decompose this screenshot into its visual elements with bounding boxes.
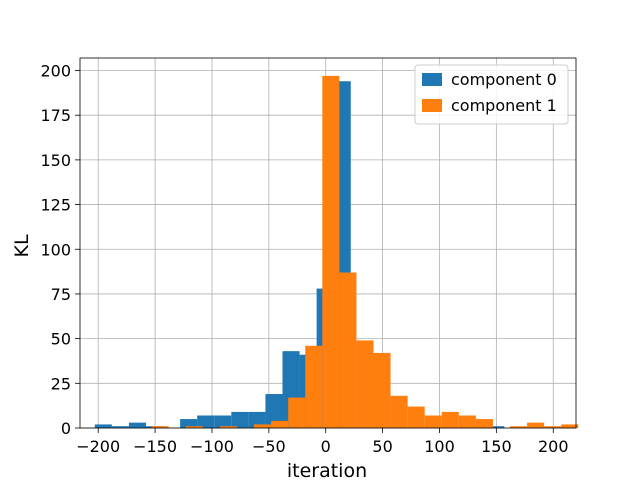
y-tick-label: 150 [40,151,71,170]
y-tick-label: 50 [51,330,71,349]
legend-swatch [422,73,442,86]
bar-series-0 [265,394,283,428]
bars [94,75,579,429]
bar-series-0 [248,411,266,428]
bar-series-1 [407,406,425,428]
bar-series-0 [197,415,215,428]
x-tick-label: 150 [481,437,512,456]
x-tick-label: −200 [76,437,120,456]
bar-series-1 [390,395,408,428]
y-tick-label: 100 [40,240,71,259]
bar-series-1 [254,424,272,428]
bar-series-1 [151,426,169,428]
bar-series-1 [288,397,306,428]
bar-series-0 [180,419,198,428]
bar-series-1 [339,272,357,428]
bar-series-0 [214,415,232,428]
bar-series-1 [458,415,476,428]
bar-series-1 [424,415,442,428]
bar-series-1 [185,426,203,428]
bar-series-0 [231,411,249,428]
bar-series-1 [219,426,237,428]
legend-label: component 0 [451,70,557,89]
bar-series-1 [561,424,579,428]
y-tick-label: 25 [51,374,71,393]
bar-series-1 [356,340,374,428]
y-tick-label: 0 [61,419,71,438]
x-tick-label: 50 [372,437,392,456]
x-tick-label: −150 [133,437,177,456]
x-tick-label: 200 [538,437,569,456]
x-tick-label: 100 [424,437,455,456]
bar-series-0 [128,422,146,428]
y-tick-label: 175 [40,106,71,125]
bar-series-1 [373,352,391,428]
x-axis: −200 −150 −100 −50 0 50 100 150 200 [76,428,569,456]
y-axis: 0 25 50 75 100 125 150 175 200 [40,62,80,438]
bar-series-1 [475,419,493,428]
legend: component 0 component 1 [414,64,569,125]
bar-series-1 [441,411,459,428]
legend-box [414,64,569,125]
bar-series-1 [305,345,323,428]
bar-series-1 [527,422,545,428]
plot-frame [79,57,577,429]
legend-label: component 1 [451,96,557,115]
bar-series-1 [544,426,562,428]
x-tick-label: 0 [321,437,331,456]
y-axis-label: KL [11,234,33,257]
x-axis-label: iteration [287,460,367,480]
bar-series-1 [510,426,528,428]
y-tick-label: 200 [40,62,71,81]
bar-series-1 [322,75,340,429]
y-tick-label: 75 [51,285,71,304]
bar-series-1 [271,420,289,428]
bar-series-0 [111,426,129,428]
x-tick-label: −100 [190,437,234,456]
bar-series-0 [487,426,505,428]
bar-series-0 [94,424,112,428]
y-tick-label: 125 [40,196,71,215]
legend-swatch [422,99,442,112]
x-tick-label: −50 [252,437,286,456]
